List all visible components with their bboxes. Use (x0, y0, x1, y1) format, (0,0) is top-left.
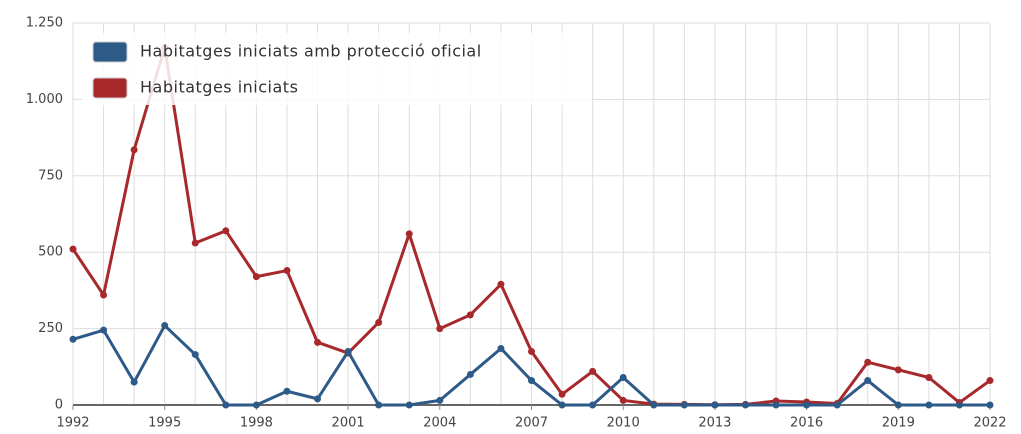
data-point (191, 239, 199, 247)
data-point (864, 377, 872, 385)
data-point (589, 367, 597, 375)
data-point (925, 373, 933, 381)
x-tick-label: 2001 (332, 416, 365, 431)
data-point (803, 401, 811, 409)
legend-label: Habitatges iniciats amb protecció oficia… (140, 42, 482, 61)
data-point (69, 245, 77, 253)
y-tick-label: 500 (38, 245, 63, 260)
y-tick-label: 750 (38, 168, 63, 183)
data-point (619, 373, 627, 381)
data-point (436, 325, 444, 333)
data-point (864, 358, 872, 366)
data-point (283, 267, 291, 275)
data-point (130, 146, 138, 154)
x-tick-label: 2019 (882, 416, 915, 431)
data-point (466, 370, 474, 378)
data-point (894, 401, 902, 409)
data-point (375, 318, 383, 326)
data-point (191, 351, 199, 359)
data-point (497, 280, 505, 288)
data-point (252, 273, 260, 281)
data-point (558, 390, 566, 398)
data-point (130, 378, 138, 386)
x-tick-label: 2007 (515, 416, 548, 431)
y-tick-label: 250 (38, 321, 63, 336)
data-point (405, 230, 413, 238)
x-tick-label: 2004 (423, 416, 456, 431)
data-point (375, 401, 383, 409)
legend-swatch (92, 77, 128, 99)
x-tick-label: 1995 (148, 416, 181, 431)
data-point (100, 326, 108, 334)
y-tick-label: 0 (55, 398, 63, 413)
data-point (222, 401, 230, 409)
legend-background (82, 33, 592, 105)
y-tick-label: 1.250 (26, 16, 63, 31)
data-point (252, 401, 260, 409)
data-point (497, 344, 505, 352)
y-tick-label: 1.000 (26, 92, 63, 107)
data-point (833, 401, 841, 409)
x-tick-label: 2010 (607, 416, 640, 431)
data-point (925, 401, 933, 409)
data-point (528, 348, 535, 356)
data-point (772, 401, 780, 409)
data-point (283, 387, 291, 395)
data-point (986, 401, 994, 409)
data-point (650, 401, 658, 409)
data-point (619, 396, 627, 404)
legend: Habitatges iniciats amb protecció oficia… (82, 33, 592, 105)
data-point (161, 322, 169, 330)
data-point (558, 401, 566, 409)
data-point (344, 348, 352, 356)
x-tick-label: 2022 (973, 416, 1006, 431)
data-point (466, 311, 474, 319)
data-point (955, 401, 963, 409)
data-point (589, 401, 597, 409)
x-tick-label: 2013 (698, 416, 731, 431)
legend-swatch (92, 41, 128, 63)
data-point (69, 335, 77, 343)
data-point (711, 401, 719, 409)
data-point (528, 377, 535, 385)
data-point (314, 395, 322, 403)
data-point (100, 291, 108, 299)
data-point (741, 401, 749, 409)
data-point (314, 338, 322, 346)
x-tick-label: 2016 (790, 416, 823, 431)
data-point (680, 401, 688, 409)
x-tick-label: 1998 (240, 416, 273, 431)
legend-label: Habitatges iniciats (140, 78, 298, 97)
data-point (986, 377, 994, 385)
data-point (405, 401, 413, 409)
data-point (436, 396, 444, 404)
data-point (894, 366, 902, 374)
data-point (222, 227, 230, 235)
x-tick-label: 1992 (56, 416, 89, 431)
